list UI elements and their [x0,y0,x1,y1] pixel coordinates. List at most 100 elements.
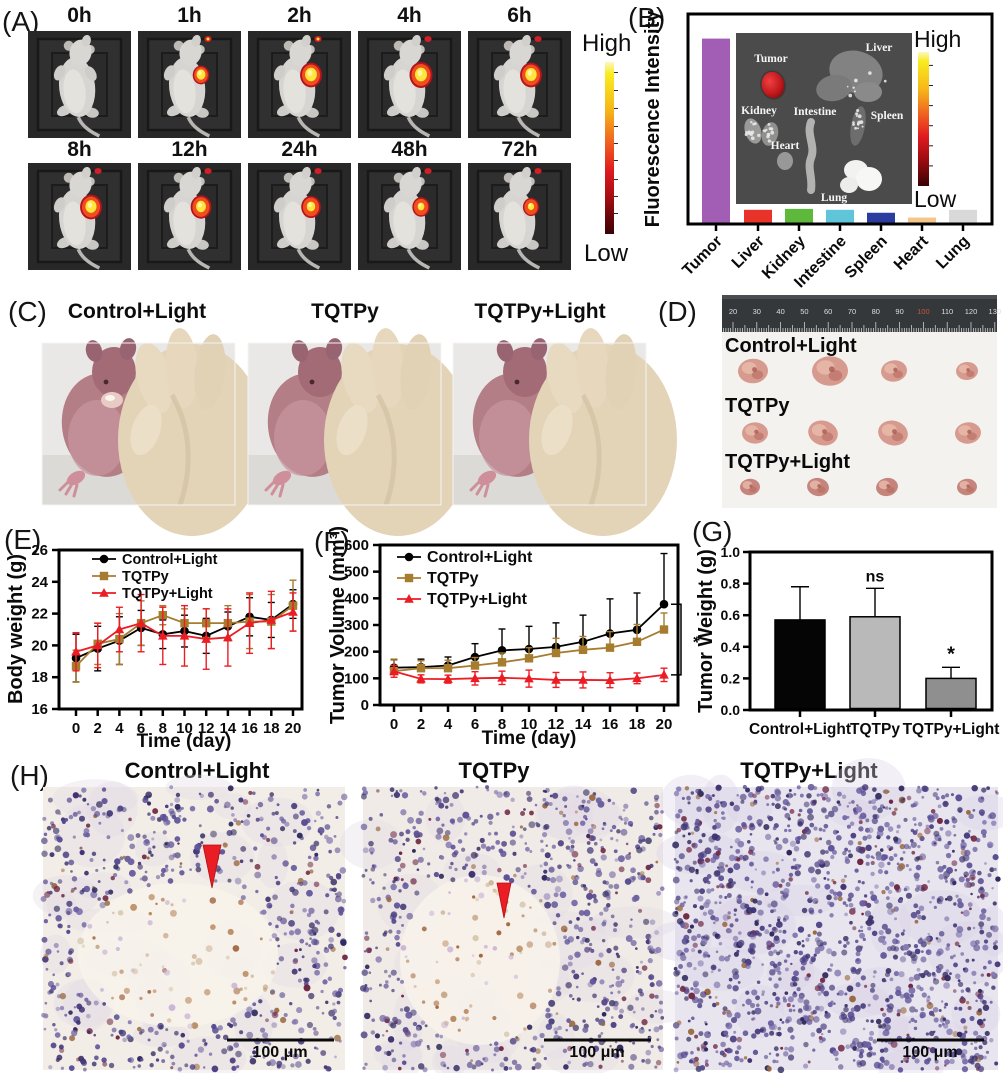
colorbar-tick [614,213,618,214]
mouse-torso-highlight [63,201,86,246]
panel-e-label: (E) [4,524,42,555]
tumor-signal-core [417,202,425,211]
legend-label-tqtpy+light: TQTPy+Light [427,591,528,608]
intestine-organ [805,118,817,194]
tumor-volume-chart: Tumor Volume (mm³) Time (day) 0100200300… [327,526,703,749]
head-signal-spot [534,36,542,42]
tissue-patch [660,774,721,827]
tissue-patch [56,803,125,868]
colorbar-tick [614,90,618,91]
x-tick-label: 18 [629,716,646,733]
mouse-snout [81,34,91,47]
y-tick-label: 500 [344,564,369,581]
group-label-tqtpy: TQTPy [311,300,379,323]
speckle [855,79,857,82]
bar-lung [949,209,977,223]
mouse-fluorescence-image-1h [138,31,241,138]
mouse-eye [103,379,109,385]
mouse-body [383,166,431,270]
x-tick-label: 4 [444,716,453,733]
mouse-foot [66,470,86,486]
speckle [757,133,761,138]
bar-spleen [867,212,895,223]
y-tick-label: 0.6 [721,607,741,623]
y-tick-label: 0.8 [721,576,741,592]
mouse-tail [76,248,101,270]
speckle [752,122,755,126]
lung-organ [840,160,882,193]
timepoint-label-48h: 48h [391,138,428,161]
mouse-ear [85,340,103,362]
mouse-snout [191,166,201,179]
significance-bracket [671,603,682,676]
mouse-arm [53,65,66,81]
marker-square [470,661,480,670]
tissue-patch [625,989,690,1024]
tumor-specimen [808,420,838,446]
mouse-toes [469,480,490,498]
mouse-snout [301,166,311,179]
mouse-arm [273,65,286,81]
marker-square [404,573,414,583]
bar-tqtpy [849,616,901,710]
metal-ruler [722,295,997,332]
speckle [762,129,765,132]
ruler-number-60: 60 [824,307,832,316]
tumor-specimen [878,420,908,446]
organ-label-liver: Liver [866,42,893,54]
category-label-control+light: Control+Light [749,721,851,738]
legend-label-tqtpy: TQTPy [427,570,479,587]
mouse-ear [291,340,309,362]
marker-square [551,648,561,658]
histology-image-control+light: 100 μm [32,774,348,1073]
marker-triangle [524,673,534,683]
photo-border [247,342,442,506]
speckle [745,130,748,134]
mouse-fluorescence-image-0h [28,31,131,138]
mouse-eye [514,379,520,385]
organ-label-intestine: Intestine [794,106,837,118]
x-tick-label: 10 [521,716,538,733]
x-tick-label: 16 [241,720,258,737]
glove-finger [400,334,432,410]
marker-triangle [659,669,669,679]
tumor-signal-hotspot [527,70,533,76]
mouse-eye [309,379,315,385]
panel-b-label: (B) [628,2,666,33]
treatment-group-mouse-photos: Control+Light TQTPy TQTPy+Light [41,300,677,536]
tumor-signal-hotspot [198,202,202,208]
mouse-ear [530,338,548,360]
y-tick-label: 18 [31,669,48,686]
speckle [861,125,864,128]
tumor-weight-chart: Tumor Weight (g) 0.0 0.2 0.4 0.6 0.8 1.0 Contr… [695,544,1000,738]
tissue-patch [132,1022,190,1048]
mouse-ear [325,338,343,360]
colorbar-tick [614,179,618,180]
glove-finger [605,334,637,410]
mouse-arm [493,65,506,81]
marker-triangle [578,674,588,684]
marker-square [659,625,669,634]
category-label-tqtpy+light: TQTPy+Light [903,721,1000,738]
mouse-arm [383,197,396,213]
inset-colorbar-low-label: Low [914,186,957,212]
mouse-tail [406,116,431,138]
legend-label-control+light: Control+Light [427,549,533,566]
series-tqtpy+light [389,664,669,689]
glove-crease [375,393,397,506]
marker-triangle [92,640,103,650]
mouse-body [493,34,541,138]
speckle [750,136,755,141]
mouse-arm [163,197,176,213]
tumor-specimen [738,358,768,384]
tissue-cell-nuclei [40,785,348,1073]
organ-label-kidney: Kidney [741,105,777,117]
x-tick-label: 2 [417,716,425,733]
biodistribution-chart: Fluorescence Intensity Tumor LiverKidneyI… [642,10,994,291]
category-label-heart: Heart [891,232,932,273]
mouse-body [53,34,101,138]
panel-e-x-axis-title: Time (day) [137,731,232,752]
y-tick-label: 26 [31,542,48,559]
marker-triangle [266,614,277,624]
panel-c-label: (C) [8,296,47,327]
